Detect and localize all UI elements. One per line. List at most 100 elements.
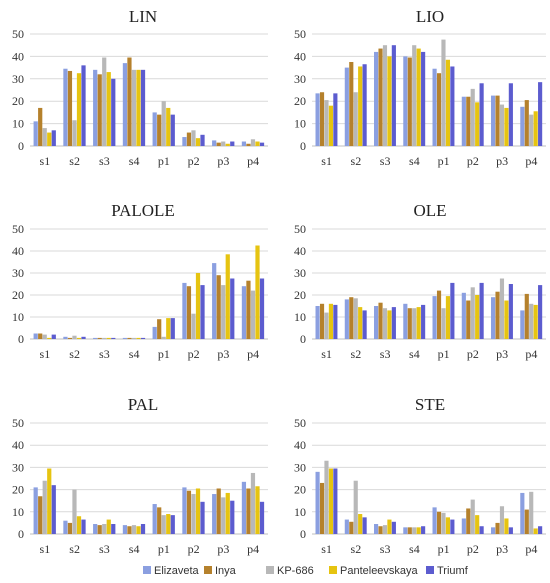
x-tick-label: s3 <box>380 542 391 556</box>
bar-triumf-s1 <box>51 485 56 534</box>
bar-panteleevskaya-p2 <box>195 273 201 339</box>
chart-pal: PAL 0 10 20 30 40 50 s1 s2 s3 s4 p1 p2 p3 p4 <box>12 395 268 556</box>
bar-panteleevskaya-s2 <box>358 66 363 146</box>
bar-triumf-p4 <box>538 82 543 146</box>
x-tick-label: s4 <box>409 542 420 556</box>
bar-elizaveta-s4 <box>122 337 128 339</box>
bar-triumf-s4 <box>421 526 426 534</box>
bar-kp-686-s4 <box>131 337 137 339</box>
y-tick-label: 10 <box>12 117 24 131</box>
bar-inya-s4 <box>127 57 132 146</box>
bar-triumf-p3 <box>230 500 235 534</box>
y-tick-label: 30 <box>12 72 24 86</box>
bar-panteleevskaya-p3 <box>225 143 230 146</box>
legend: Elizaveta Inya KP-686 Panteleevskaya Triumf <box>143 565 469 577</box>
chart-title: LIO <box>416 7 444 26</box>
chart-title: OLE <box>413 201 446 220</box>
bar-triumf-p1 <box>450 519 455 534</box>
chart-title: PAL <box>128 395 159 414</box>
bar-kp-686-p3 <box>499 506 505 534</box>
bar-panteleevskaya-p1 <box>166 514 171 534</box>
bar-panteleevskaya-p3 <box>504 300 509 339</box>
bar-elizaveta-s3 <box>374 306 379 339</box>
bar-triumf-p3 <box>508 284 513 339</box>
bar-elizaveta-p4 <box>520 310 525 339</box>
bar-kp-686-s4 <box>412 527 417 534</box>
bar-kp-686-s1 <box>324 312 329 339</box>
x-tick-label: s1 <box>40 154 51 168</box>
x-tick-label: p4 <box>247 154 259 168</box>
bar-inya-p4 <box>524 100 529 146</box>
bar-panteleevskaya-p3 <box>504 518 509 534</box>
bar-elizaveta-s4 <box>122 525 128 534</box>
x-tick-label: s1 <box>321 347 332 361</box>
bar-inya-s4 <box>127 526 132 534</box>
bar-kp-686-s2 <box>353 92 358 146</box>
bar-inya-s3 <box>97 74 102 146</box>
x-tick-label: s3 <box>99 154 110 168</box>
bar-kp-686-p1 <box>441 308 446 339</box>
bar-kp-686-p4 <box>250 290 256 339</box>
bar-triumf-p2 <box>200 501 205 534</box>
bar-panteleevskaya-s1 <box>328 303 333 339</box>
bar-inya-s3 <box>97 337 102 339</box>
bar-inya-s1 <box>38 496 43 534</box>
bar-triumf-p1 <box>170 114 175 146</box>
x-tick-label: s4 <box>409 154 420 168</box>
y-tick-label: 30 <box>12 266 24 280</box>
legend-label: Inya <box>215 565 237 577</box>
bar-panteleevskaya-p2 <box>195 488 201 534</box>
bar-triumf-s3 <box>111 337 116 339</box>
x-tick-label: p1 <box>438 347 450 361</box>
bar-panteleevskaya-p4 <box>533 528 538 534</box>
bar-panteleevskaya-s3 <box>387 519 392 534</box>
bar-elizaveta-p2 <box>182 282 187 339</box>
x-tick-label: s4 <box>129 347 140 361</box>
bar-inya-p3 <box>495 522 500 534</box>
bar-inya-p4 <box>246 143 251 146</box>
legend-label: Elizaveta <box>154 565 200 577</box>
y-tick-label: 0 <box>18 139 24 153</box>
legend-item-triumf: Triumf <box>426 565 469 577</box>
bar-triumf-p1 <box>170 318 175 339</box>
bar-elizaveta-p3 <box>212 140 217 146</box>
bar-inya-p1 <box>157 507 162 534</box>
bar-triumf-p2 <box>479 526 484 534</box>
bar-kp-686-s3 <box>382 525 388 534</box>
bar-inya-p3 <box>216 142 221 146</box>
x-tick-label: s3 <box>99 542 110 556</box>
bar-panteleevskaya-p4 <box>533 111 538 146</box>
chart-title: PALOLE <box>111 201 175 220</box>
bar-triumf-p1 <box>450 66 455 146</box>
x-tick-label: p4 <box>525 347 537 361</box>
chart-palole: PALOLE 0 10 20 30 40 50 s1 s2 s3 s4 p1 p2 p3 p4 <box>12 201 268 361</box>
bar-panteleevskaya-p2 <box>475 295 480 339</box>
bar-kp-686-s2 <box>72 335 77 339</box>
x-tick-label: s1 <box>40 347 51 361</box>
bar-panteleevskaya-p4 <box>255 486 260 534</box>
bar-kp-686-p3 <box>499 104 505 146</box>
x-tick-label: p3 <box>217 347 229 361</box>
bar-panteleevskaya-p4 <box>533 304 538 339</box>
y-tick-label: 30 <box>294 460 306 474</box>
bar-inya-p1 <box>436 73 442 146</box>
bar-kp-686-p4 <box>250 472 256 534</box>
x-tick-label: p1 <box>158 347 170 361</box>
y-tick-label: 30 <box>12 460 24 474</box>
x-tick-label: p4 <box>525 154 537 168</box>
bar-triumf-s1 <box>333 304 338 339</box>
y-tick-label: 40 <box>294 438 306 452</box>
bar-elizaveta-p4 <box>241 286 247 339</box>
x-tick-label: s2 <box>351 347 362 361</box>
bar-panteleevskaya-p3 <box>504 107 509 146</box>
x-tick-label: p4 <box>247 542 259 556</box>
x-tick-label: s2 <box>351 542 362 556</box>
bar-elizaveta-s2 <box>63 336 68 339</box>
bar-inya-s1 <box>319 482 325 534</box>
bar-kp-686-p4 <box>529 114 534 146</box>
x-tick-label: p3 <box>496 542 508 556</box>
x-tick-label: p2 <box>467 542 479 556</box>
bar-inya-s2 <box>67 337 73 339</box>
chart-title: LIN <box>129 7 157 26</box>
